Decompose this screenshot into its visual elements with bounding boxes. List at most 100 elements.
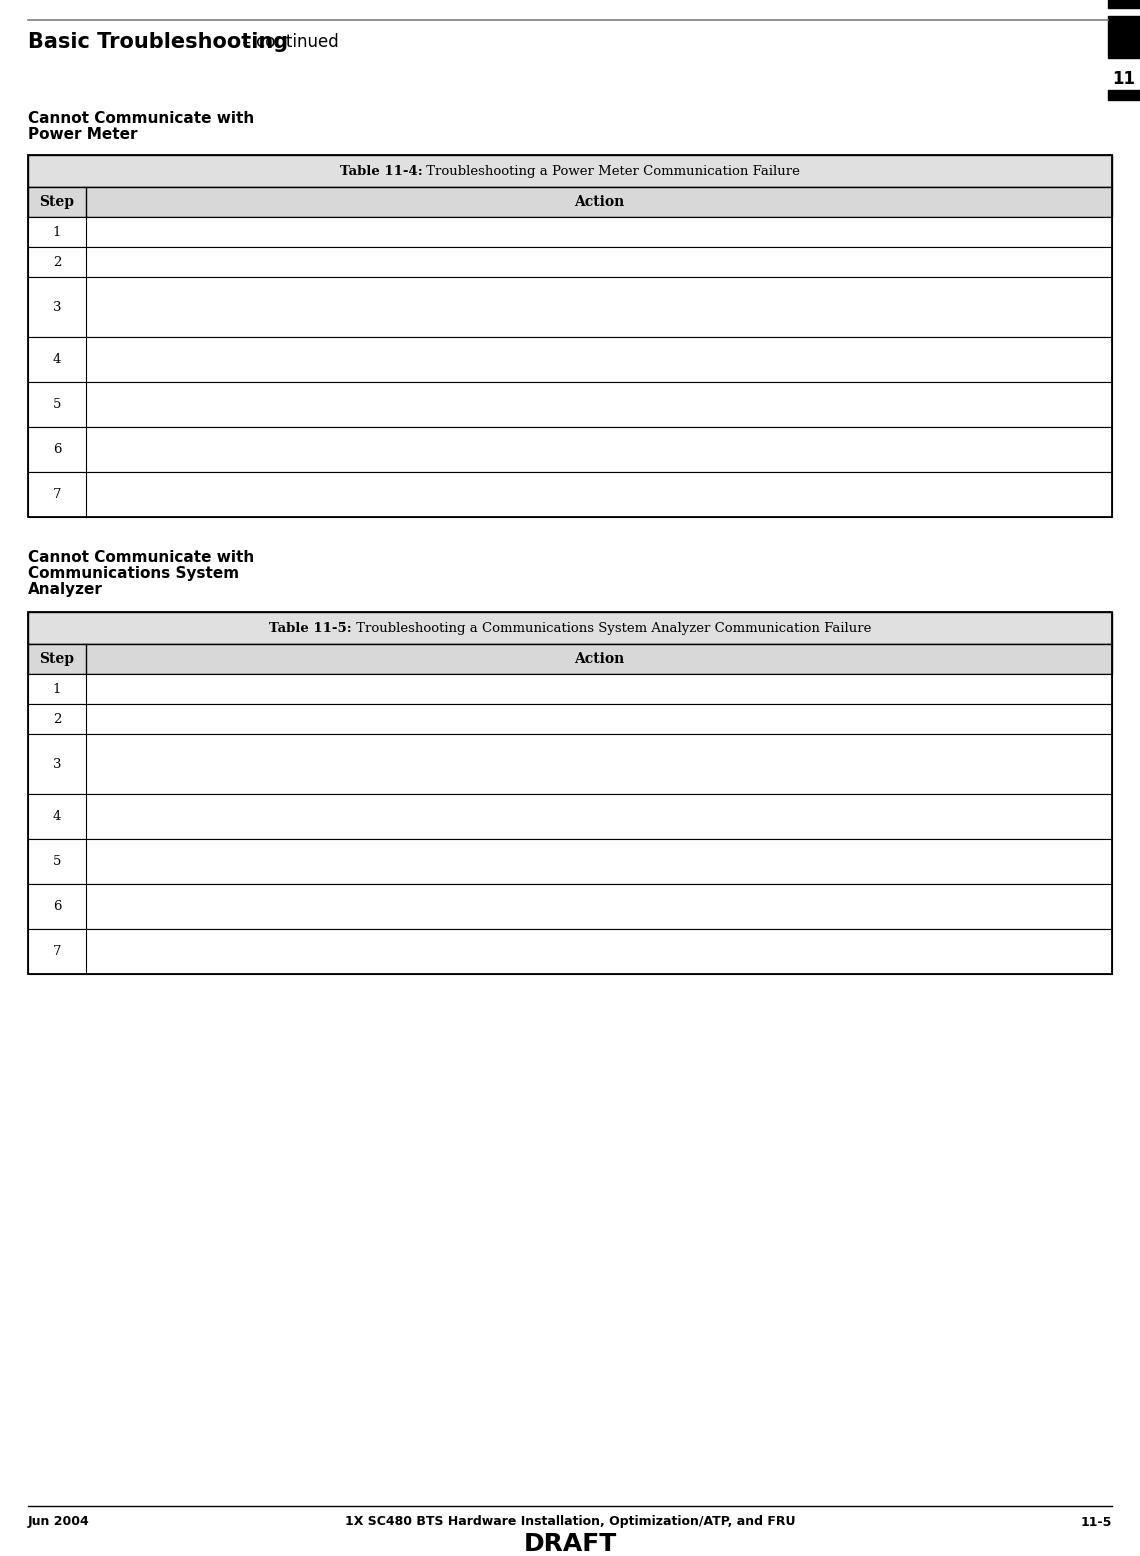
Text: Util: Util <box>337 482 366 496</box>
Text: Reset: Reset <box>93 482 136 496</box>
Text: Cannot Communicate with: Cannot Communicate with <box>28 549 254 565</box>
Text: 5: 5 <box>52 398 62 411</box>
Text: Verify the analyzer GPIB address is set to the same value displayed in the appli: Verify the analyzer GPIB address is set … <box>93 745 758 758</box>
Text: Step: Step <box>40 652 74 666</box>
Text: all: all <box>136 940 152 952</box>
Text: Verify the GPIB address of the power meter is set to the same value displayed in: Verify the GPIB address of the power met… <box>93 288 772 300</box>
Text: Communications System: Communications System <box>28 565 239 580</box>
Text: all: all <box>136 482 152 496</box>
Text: Verify the LMF computer COM1 port is not used by another application; for exampl: Verify the LMF computer COM1 port is not… <box>93 437 692 451</box>
Text: LMF Options: LMF Options <box>221 302 317 316</box>
Text: from the pull–down lists.: from the pull–down lists. <box>93 954 260 968</box>
Text: Step: Step <box>40 194 74 209</box>
Text: 1: 1 <box>52 683 62 696</box>
Text: window: window <box>260 759 320 773</box>
Bar <box>28 644 1112 674</box>
Text: test equipment by clicking: test equipment by clicking <box>152 940 337 952</box>
Bar <box>28 612 1112 644</box>
Text: 5: 5 <box>52 854 62 868</box>
Text: Verify the LMF computer COM1 port is not used by another application; for exampl: Verify the LMF computer COM1 port is not… <box>93 895 692 907</box>
Text: 7: 7 <box>52 944 62 958</box>
Text: 6: 6 <box>52 443 62 456</box>
Text: box of the: box of the <box>93 759 165 773</box>
Text: 2: 2 <box>52 255 62 269</box>
Bar <box>28 156 1112 187</box>
Text: Action: Action <box>573 652 624 666</box>
Bar <box>28 383 1112 426</box>
Text: Verify the GPIB adapter DIP switch settings are correct. Refer to Test Equipment: Verify the GPIB adapter DIP switch setti… <box>93 347 775 361</box>
Text: Test Equipment: Test Equipment <box>320 759 437 773</box>
Bar <box>28 703 1112 734</box>
Text: Verify analyzer is connected to LMF with GPIB adapter.: Verify analyzer is connected to LMF with… <box>93 685 467 697</box>
Bar <box>28 216 1112 247</box>
Text: 4: 4 <box>52 811 62 823</box>
Bar <box>28 794 1112 839</box>
Text: 7: 7 <box>52 489 62 501</box>
Bar <box>28 929 1112 974</box>
Text: address box of the: address box of the <box>93 302 221 316</box>
Text: Test Equipment > Reset: Test Equipment > Reset <box>606 940 784 952</box>
Text: window: window <box>317 302 377 316</box>
Text: Verify cable connections as specified in Chapter 4.: Verify cable connections as specified in… <box>93 714 432 728</box>
Text: Troubleshooting a Power Meter Communication Failure: Troubleshooting a Power Meter Communicat… <box>423 165 800 177</box>
Text: 2: 2 <box>52 713 62 725</box>
Text: Setting GPIB Addresses section of Appendix B for details.: Setting GPIB Addresses section of Append… <box>93 775 481 787</box>
Text: Verify cable connections as specified in Chapter 4.: Verify cable connections as specified in… <box>93 258 432 271</box>
Text: tab. Refer to Table 6-23 or Table 6-24 and the: tab. Refer to Table 6-23 or Table 6-24 a… <box>437 759 747 773</box>
Bar <box>1108 0 1140 8</box>
Text: Test Equipment > Reset: Test Equipment > Reset <box>606 482 784 496</box>
Text: the Setting GPIB Addresses section of Appendix B for details.: the Setting GPIB Addresses section of Ap… <box>93 317 506 330</box>
Text: in the BTS menu bar and selecting: in the BTS menu bar and selecting <box>366 482 606 496</box>
Text: in the BTS menu bar and selecting: in the BTS menu bar and selecting <box>366 940 606 952</box>
Text: Cannot Communicate with: Cannot Communicate with <box>28 110 254 126</box>
Text: 3: 3 <box>52 300 62 313</box>
Text: Table 11-5:: Table 11-5: <box>269 621 351 635</box>
Text: DRAFT: DRAFT <box>523 1533 617 1556</box>
Bar <box>28 277 1112 338</box>
Text: 3: 3 <box>52 758 62 770</box>
Text: Basic Troubleshooting: Basic Troubleshooting <box>28 33 288 51</box>
Text: Power Meter: Power Meter <box>28 126 138 142</box>
Text: – continued: – continued <box>233 33 339 51</box>
Bar <box>28 734 1112 794</box>
Text: Reset: Reset <box>93 940 136 952</box>
Bar <box>1108 16 1140 58</box>
Text: Analyzer: Analyzer <box>28 582 103 596</box>
Text: 11-5: 11-5 <box>1081 1516 1112 1528</box>
Text: (Power and Ready). If any other LED is continuously ‘ON’, then cycle GPIB box po: (Power and Ready). If any other LED is c… <box>93 408 741 420</box>
Bar <box>28 247 1112 277</box>
Text: Jun 2004: Jun 2004 <box>28 1516 90 1528</box>
Text: Verify the GPIB adapter is not locked up. Under normal conditions, only 2 green : Verify the GPIB adapter is not locked up… <box>93 850 765 862</box>
Bar <box>28 426 1112 471</box>
Text: of Appendix F for details.: of Appendix F for details. <box>93 363 263 375</box>
Text: tab. Refer to Table 6-23 or Table 6-24 and: tab. Refer to Table 6-23 or Table 6-24 a… <box>492 302 779 316</box>
Text: HyperTerminal window is open for MMI, close it.: HyperTerminal window is open for MMI, cl… <box>93 910 423 923</box>
Text: Action: Action <box>573 194 624 209</box>
Text: 6: 6 <box>52 899 62 913</box>
Bar <box>28 839 1112 884</box>
Text: 4: 4 <box>52 353 62 366</box>
Text: Table 11-4:: Table 11-4: <box>340 165 423 177</box>
Bar <box>28 471 1112 517</box>
Text: 11: 11 <box>1113 70 1135 89</box>
Bar <box>28 674 1112 703</box>
Text: HyperTerminal window is open for MMI, close it.: HyperTerminal window is open for MMI, cl… <box>93 453 423 465</box>
Text: Troubleshooting a Communications System Analyzer Communication Failure: Troubleshooting a Communications System … <box>351 621 871 635</box>
Bar <box>28 612 1112 974</box>
Text: (Power and Ready). If any other LED is continuously ‘ON’, then cycle GPIB box po: (Power and Ready). If any other LED is c… <box>93 865 741 878</box>
Text: LMF Options: LMF Options <box>165 759 260 773</box>
Text: test equipment by clicking: test equipment by clicking <box>152 482 337 496</box>
Text: Util: Util <box>337 940 366 952</box>
Text: Test Equipment: Test Equipment <box>377 302 492 316</box>
Text: 1X SC480 BTS Hardware Installation, Optimization/ATP, and FRU: 1X SC480 BTS Hardware Installation, Opti… <box>344 1516 796 1528</box>
Bar <box>1108 90 1140 100</box>
Text: Verify the GPIB adapter DIP switch settings are correct. Refer to Test Equipment: Verify the GPIB adapter DIP switch setti… <box>93 804 775 817</box>
Text: of Appendix F for details.: of Appendix F for details. <box>93 820 263 832</box>
Bar <box>28 187 1112 216</box>
Bar <box>28 338 1112 383</box>
Bar <box>28 884 1112 929</box>
Text: 1: 1 <box>52 226 62 238</box>
Bar <box>28 156 1112 517</box>
Text: from the pull–down lists.: from the pull–down lists. <box>93 498 260 510</box>
Text: Verify power meter is connected to LMF with GPIB adapter.: Verify power meter is connected to LMF w… <box>93 227 496 241</box>
